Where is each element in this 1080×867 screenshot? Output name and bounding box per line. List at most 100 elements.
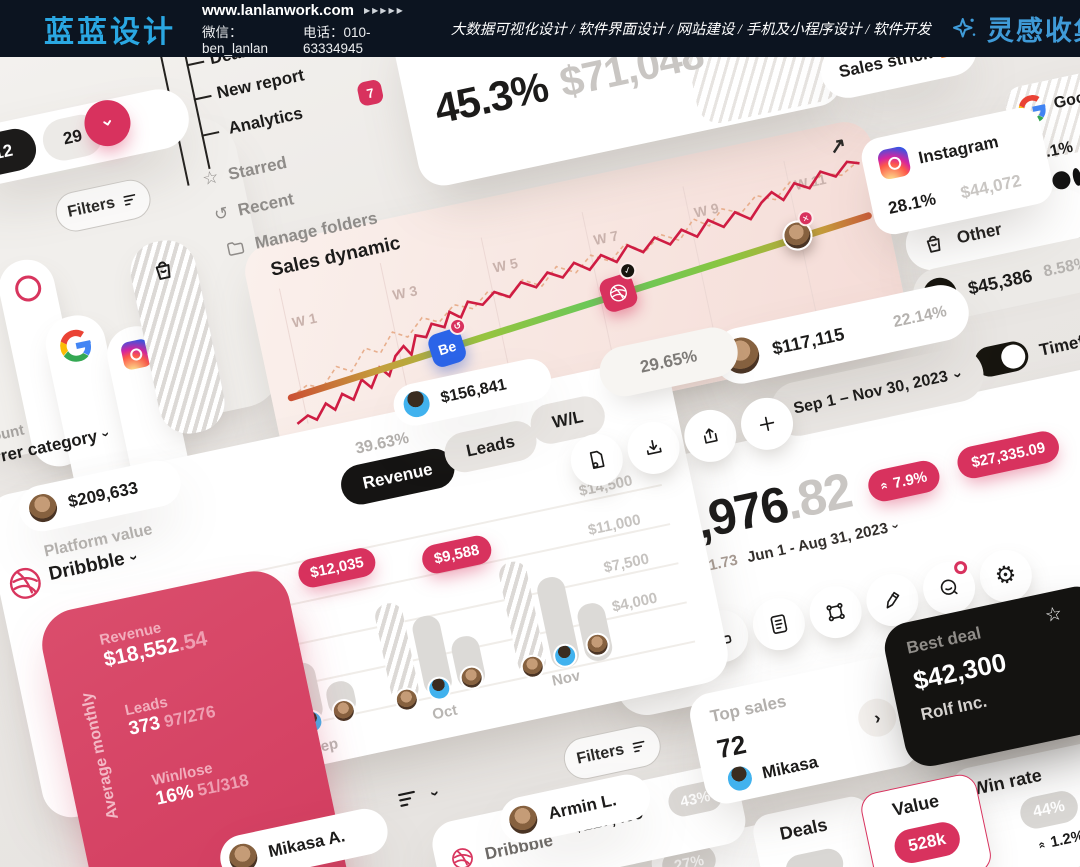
share-icon bbox=[703, 428, 718, 444]
instagram-name: Instagram bbox=[916, 132, 1001, 168]
win-rate-change: 1.2% bbox=[1048, 827, 1080, 852]
download-button[interactable] bbox=[622, 417, 685, 479]
banner: 蓝蓝设计 www.lanlanwork.com ▶▶▶▶▶ 微信：ben_lan… bbox=[0, 0, 1080, 57]
progress-gradient-bar[interactable]: Be ↺ ✓ ✕ bbox=[286, 208, 873, 403]
arrow-up-icon: « bbox=[1034, 839, 1051, 850]
arrows-decoration: ▶▶▶▶▶ bbox=[363, 5, 405, 15]
google-icon bbox=[60, 329, 92, 362]
share-button[interactable] bbox=[679, 405, 742, 467]
services-list: 大数据可视化设计 / 软件界面设计 / 网站建设 / 手机及小程序设计 / 软件… bbox=[450, 22, 931, 38]
sort-control[interactable]: › bbox=[394, 781, 444, 813]
menu-item-analytics[interactable]: Analytics bbox=[226, 103, 305, 138]
medium-icon bbox=[1071, 167, 1080, 187]
row-amount: $117,115 bbox=[770, 323, 846, 359]
site-url[interactable]: www.lanlanwork.com bbox=[202, 1, 354, 19]
document-lines-icon bbox=[770, 614, 788, 634]
folder-icon bbox=[227, 242, 245, 256]
star-icon[interactable]: ☆ bbox=[1043, 603, 1065, 628]
win-rate-value-pill: 44% bbox=[1017, 788, 1080, 832]
instagram-amount: $44,072 bbox=[958, 171, 1023, 203]
behance-icon: Be bbox=[436, 337, 459, 359]
counter-capsule: 12 29 bbox=[0, 83, 195, 191]
inspiration-collect-label[interactable]: 灵感收集 bbox=[986, 16, 1080, 46]
chevron-down-icon: › bbox=[425, 789, 444, 798]
nodes-button[interactable] bbox=[804, 581, 867, 643]
notification-dot bbox=[952, 559, 969, 576]
external-link-arrow-icon[interactable]: ↗ bbox=[827, 133, 849, 159]
person-name: Armin L. bbox=[546, 790, 619, 824]
revenue-amount2: $27,335.09 bbox=[969, 438, 1047, 471]
medium-icon bbox=[1050, 169, 1073, 191]
toolbar-icon-row bbox=[566, 393, 798, 491]
menu-item-new-report[interactable]: New report bbox=[215, 65, 306, 103]
menu-item-recent[interactable]: ↺ Recent bbox=[212, 189, 295, 225]
chevron-down-icon bbox=[103, 120, 112, 126]
filters-label: Filters bbox=[66, 194, 117, 221]
dribbble-icon bbox=[452, 848, 473, 867]
chevron-down-icon: › bbox=[949, 370, 967, 379]
column-google[interactable] bbox=[40, 310, 141, 519]
progress-percent: 29.65% bbox=[638, 346, 699, 377]
arrow-up-icon: « bbox=[876, 479, 894, 491]
main-chart-card: 39.63% Revenue Leads W/L $156,841 $209,6… bbox=[0, 354, 734, 867]
value-label: Value bbox=[890, 790, 941, 820]
column-other[interactable] bbox=[124, 234, 231, 440]
sort-lines-icon bbox=[398, 790, 415, 807]
chat-smiley-icon bbox=[940, 579, 958, 595]
avatar bbox=[398, 386, 435, 422]
tree-tick bbox=[186, 60, 205, 66]
revenue-change: 7.9% bbox=[891, 467, 929, 492]
avatar bbox=[723, 761, 757, 796]
wechat-contact: 微信：ben_lanlan bbox=[202, 24, 269, 56]
pen-button[interactable] bbox=[861, 569, 924, 631]
document-button[interactable] bbox=[748, 593, 810, 656]
chevron-down-button[interactable] bbox=[80, 95, 135, 151]
row-percent: 22.14% bbox=[891, 303, 949, 332]
bar-value-pill: $12,035 bbox=[295, 545, 379, 591]
value-card: Value 528k bbox=[858, 771, 995, 867]
deals-label: Deals bbox=[777, 814, 830, 844]
instagram-icon bbox=[876, 145, 912, 181]
revenue-cents: .82 bbox=[780, 462, 856, 531]
other-label: Other bbox=[955, 219, 1004, 248]
toggle-knob bbox=[999, 342, 1028, 371]
pen-nib-icon bbox=[886, 591, 900, 609]
timeframe-toggle-row: Timeframe bbox=[972, 318, 1080, 380]
menu-item-manage-folders[interactable]: Manage folders bbox=[224, 208, 379, 260]
document-gear-icon bbox=[589, 450, 605, 469]
star-icon: ☆ bbox=[200, 166, 221, 190]
notification-badge: 7 bbox=[356, 78, 385, 108]
tab-leads[interactable]: Leads bbox=[440, 417, 541, 476]
menu-tree: Deal duration New report Analytics 7 ☆ S… bbox=[128, 0, 492, 324]
filters-button-bottom[interactable]: Filters bbox=[560, 721, 665, 784]
document-settings-button[interactable] bbox=[566, 429, 628, 491]
win-rate-label: Win rate bbox=[970, 764, 1044, 800]
top-sales-value: 72 bbox=[714, 728, 749, 765]
value-pill: 528k bbox=[891, 819, 963, 867]
chat-button[interactable] bbox=[918, 557, 980, 619]
dribbble-marker[interactable]: ✓ bbox=[597, 260, 640, 315]
logo-text: 蓝蓝设计 bbox=[44, 15, 176, 49]
top-sales-open-button[interactable]: › bbox=[854, 695, 900, 741]
counter-selected[interactable]: 12 bbox=[0, 125, 40, 180]
avatar bbox=[24, 489, 63, 528]
chevron-down-icon: › bbox=[888, 522, 904, 530]
best-deal-company: Rolf Inc. bbox=[918, 691, 989, 725]
filters-label: Filters bbox=[575, 741, 626, 768]
tab-revenue[interactable]: Revenue bbox=[337, 445, 459, 509]
coin-amount: $45,386 bbox=[966, 264, 1035, 299]
add-button[interactable] bbox=[736, 393, 798, 455]
other-pill[interactable]: Other bbox=[901, 184, 1080, 275]
phone-contact: 电话：010-63334945 bbox=[303, 24, 371, 56]
menu-label: Manage folders bbox=[253, 208, 380, 253]
instagram-percent: 28.1% bbox=[886, 189, 938, 218]
pill-amount: $156,841 bbox=[439, 376, 509, 407]
filter-lines-icon bbox=[632, 740, 645, 753]
menu-item-starred[interactable]: ☆ Starred bbox=[201, 152, 289, 190]
dribbble-icon bbox=[9, 567, 41, 599]
filters-button-top[interactable]: Filters bbox=[52, 176, 155, 236]
menu-label: Starred bbox=[226, 152, 289, 184]
month-label: Oct bbox=[430, 701, 459, 724]
inspiration-star-icon bbox=[952, 17, 976, 37]
menu-label: Recent bbox=[236, 189, 296, 220]
